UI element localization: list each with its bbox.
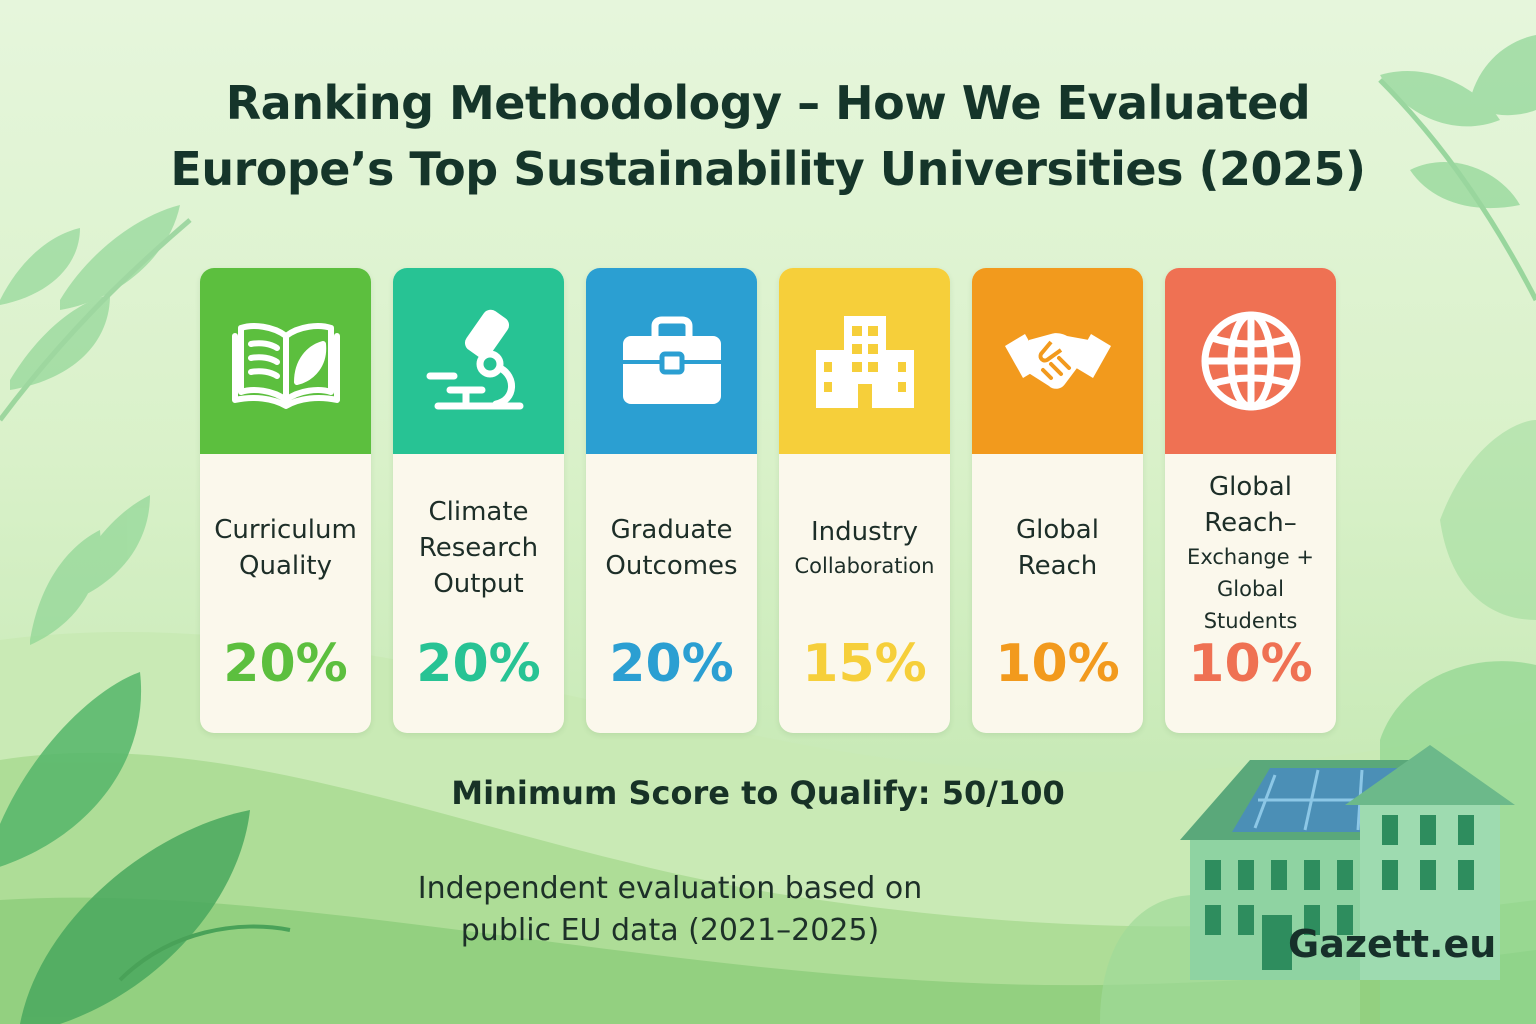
criterion-weight: 10% — [1188, 634, 1313, 694]
book-leaf-icon — [231, 323, 340, 409]
criterion-weight: 10% — [995, 634, 1120, 694]
criterion-card-global-reach-exchange: Global Reach– Exchange + Global Students… — [1165, 268, 1336, 733]
label-line: Output — [433, 569, 524, 599]
criterion-card-curriculum-quality: Curriculum Quality 20% — [200, 268, 371, 733]
title-line-1: Ranking Methodology – How We Evaluated — [225, 76, 1311, 130]
label-line: Exchange + — [1187, 545, 1314, 569]
leaf-sprig-left — [0, 205, 192, 645]
card-header — [586, 268, 757, 454]
note-line-1: Independent evaluation based on — [417, 871, 923, 906]
note-line-2: public EU data (2021–2025) — [460, 913, 880, 948]
label-line: Quality — [239, 551, 332, 581]
criterion-weight: 15% — [802, 634, 927, 694]
card-header — [972, 268, 1143, 454]
building-icon — [815, 316, 914, 408]
label-line: Outcomes — [605, 551, 738, 581]
criterion-card-industry-collaboration: Industry Collaboration 15% — [779, 268, 950, 733]
evaluation-note: Independent evaluation based on public E… — [370, 868, 970, 952]
label-line: Global — [1016, 515, 1099, 545]
handshake-icon — [1004, 333, 1111, 389]
card-header — [1165, 268, 1336, 454]
criterion-label: Global Reach — [978, 468, 1137, 628]
criterion-weight: 20% — [223, 634, 348, 694]
title-line-2: Europe’s Top Sustainability Universities… — [170, 142, 1366, 196]
criterion-card-climate-research-output: Climate Research Output 20% — [393, 268, 564, 733]
solar-house-illustration — [1100, 745, 1515, 1024]
microscope-icon — [426, 309, 523, 410]
criterion-card-graduate-outcomes: Graduate Outcomes 20% — [586, 268, 757, 733]
criterion-label: Graduate Outcomes — [592, 468, 751, 628]
briefcase-icon — [622, 316, 721, 404]
criterion-card-global-reach: Global Reach 10% — [972, 268, 1143, 733]
label-line: Reach– — [1204, 508, 1297, 538]
criterion-label: Industry Collaboration — [785, 468, 944, 628]
label-line: Global — [1209, 472, 1292, 502]
page-title: Ranking Methodology – How We Evaluated E… — [0, 70, 1536, 202]
label-line: Curriculum — [214, 515, 357, 545]
criterion-weight: 20% — [609, 634, 734, 694]
label-line: Reach — [1017, 551, 1098, 581]
label-line: Research — [418, 533, 539, 563]
brand-logo-text: Gazett.eu — [1288, 922, 1497, 966]
label-line: Graduate — [610, 515, 733, 545]
label-line: Climate — [428, 497, 529, 527]
label-line: Global Students — [1203, 577, 1298, 633]
card-header — [200, 268, 371, 454]
card-header — [393, 268, 564, 454]
minimum-score-text: Minimum Score to Qualify: 50/100 — [451, 774, 1065, 812]
criterion-label: Global Reach– Exchange + Global Students — [1171, 472, 1330, 633]
label-line: Collaboration — [794, 554, 935, 578]
globe-icon — [1201, 311, 1300, 411]
criterion-label: Curriculum Quality — [206, 468, 365, 628]
card-header — [779, 268, 950, 454]
criterion-weight: 20% — [416, 634, 541, 694]
criterion-label: Climate Research Output — [399, 468, 558, 628]
leaf-cluster-left — [0, 672, 291, 1024]
leaf-sprig-right — [1378, 35, 1536, 302]
label-line: Industry — [811, 517, 918, 547]
